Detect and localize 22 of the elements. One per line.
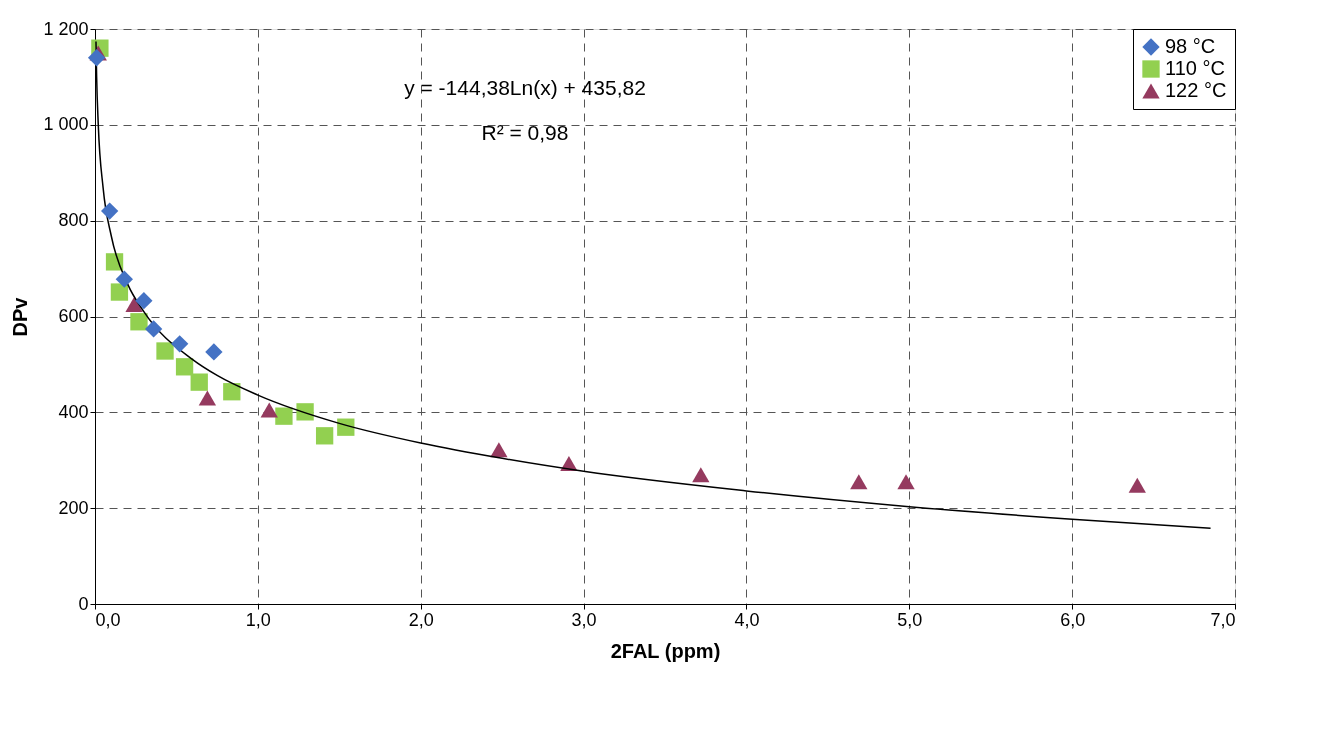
x-tick-label: 5,0 — [897, 609, 923, 630]
x-axis-title: 2FAL (ppm) — [610, 639, 721, 662]
legend-label: 122 °C — [1165, 79, 1227, 101]
y-tick-label: 1 200 — [43, 18, 89, 39]
legend-label: 98 °C — [1165, 35, 1216, 57]
y-axis-title: DPv — [9, 296, 32, 337]
x-tick-label: 4,0 — [734, 609, 760, 630]
x-tick-label: 1,0 — [245, 609, 271, 630]
y-tick-label: 0 — [78, 593, 89, 614]
annotation: R² = 0,98 — [481, 121, 569, 144]
y-tick-label: 400 — [58, 401, 89, 422]
y-tick-label: 200 — [58, 497, 89, 518]
x-tick-label: 6,0 — [1060, 609, 1086, 630]
y-tick-label: 1 000 — [43, 114, 89, 135]
x-tick-label: 7,0 — [1210, 609, 1236, 630]
y-tick-label: 800 — [58, 210, 89, 231]
annotation: y = -144,38Ln(x) + 435,82 — [404, 76, 646, 99]
x-tick-label: 3,0 — [571, 609, 597, 630]
x-tick-label: 0,0 — [95, 609, 121, 630]
y-tick-label: 600 — [58, 306, 89, 326]
x-tick-label: 2,0 — [408, 609, 434, 630]
legend-label: 110 °C — [1165, 57, 1225, 79]
